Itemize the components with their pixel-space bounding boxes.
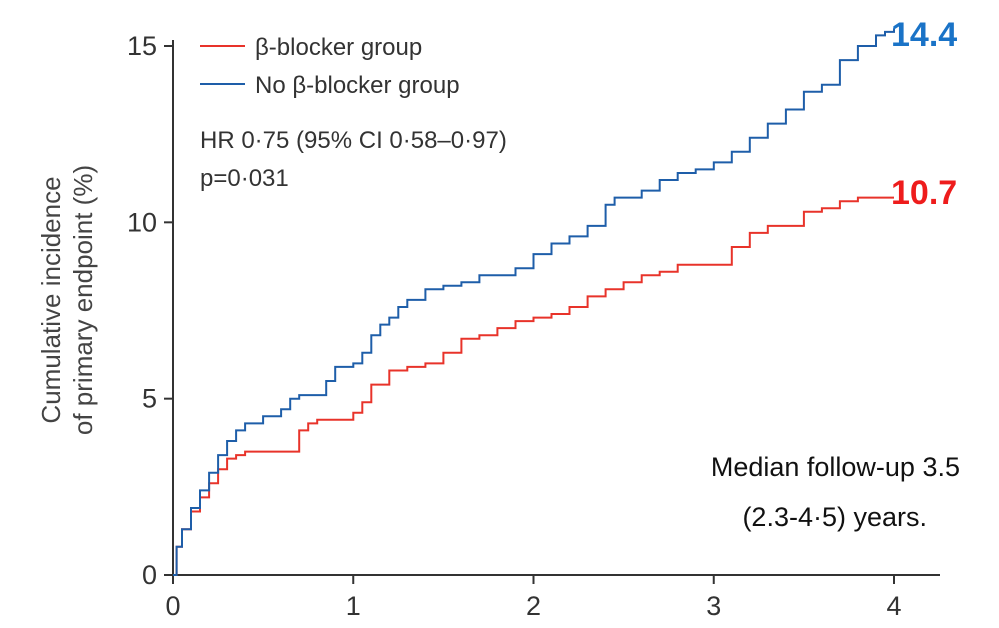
y-axis-title-line-1: Cumulative incidence	[36, 176, 66, 423]
follow-up-note-line-1: Median follow-up 3.5	[711, 452, 960, 482]
y-tick-label: 15	[127, 31, 157, 61]
axis-ticks: 0 1 2 3 4 0 5 10 15	[127, 31, 902, 621]
y-tick-label: 0	[142, 560, 157, 590]
x-tick-label: 0	[165, 591, 180, 621]
series-line-beta-blocker	[173, 196, 894, 576]
series-group	[173, 28, 895, 576]
x-tick-label: 2	[526, 591, 541, 621]
end-label-no-beta-blocker: 14.4	[891, 16, 957, 54]
y-axis-title-line-2: of primary endpoint (%)	[68, 165, 98, 435]
legend: β-blocker group No β-blocker group	[200, 34, 460, 99]
x-tick-label: 1	[346, 591, 361, 621]
y-tick-label: 10	[127, 207, 157, 237]
series-line-no-beta-blocker	[173, 28, 895, 576]
y-tick-label: 5	[142, 384, 157, 414]
end-label-beta-blocker: 10.7	[891, 174, 957, 212]
hazard-ratio-text: HR 0·75 (95% CI 0·58–0·97)	[200, 127, 507, 154]
y-axis-title: Cumulative incidence of primary endpoint…	[36, 165, 98, 435]
legend-label-beta-blocker: β-blocker group	[255, 34, 422, 61]
p-value-text: p=0·031	[200, 165, 289, 192]
x-tick-label: 4	[886, 591, 901, 621]
follow-up-note-line-2: (2.3-4·5) years.	[742, 502, 927, 532]
legend-label-no-beta-blocker: No β-blocker group	[255, 72, 460, 99]
x-tick-label: 3	[706, 591, 721, 621]
